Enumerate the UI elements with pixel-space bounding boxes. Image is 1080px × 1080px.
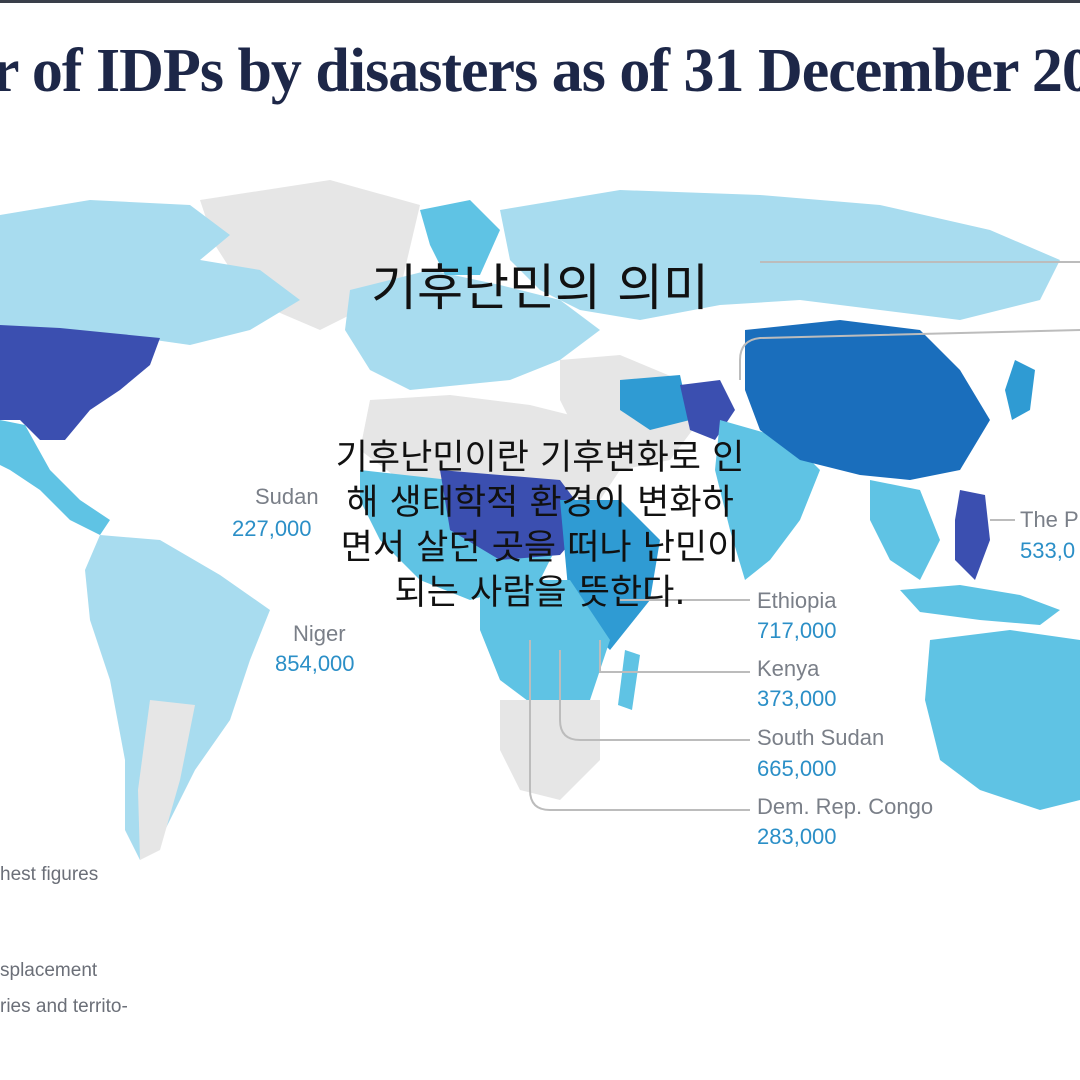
russia-shape: [500, 190, 1060, 320]
iran-shape: [620, 375, 690, 430]
legend-line-1: hest figures: [0, 864, 99, 885]
mexico-shape: [0, 420, 110, 535]
overlay-body: 기후난민이란 기후변화로 인 해 생태학적 환경이 변화하 면서 살던 곳을 떠…: [250, 436, 830, 616]
leader-lines: [529, 261, 1080, 811]
china-shape: [745, 320, 990, 480]
scandinavia-shape: [420, 200, 500, 275]
south-america-shape: [85, 535, 270, 860]
canada-shape: [0, 200, 300, 345]
europe-shape: [345, 270, 600, 390]
callout-ethiopia-name: Ethiopia: [757, 588, 837, 613]
overlay-body-line: 면서 살던 곳을 떠나 난민이: [340, 528, 740, 568]
callout-south-sudan-value: 665,000: [757, 756, 837, 781]
callout-kenya-value: 373,000: [757, 686, 837, 711]
callout-philippines-value: 533,0: [1020, 538, 1076, 563]
callout-philippines-name: The P: [1020, 507, 1079, 532]
overlay-body-line: 되는 사람을 뜻한다.: [394, 573, 686, 613]
japan-shape: [1005, 360, 1035, 420]
callout-drc-value: 283,000: [757, 824, 837, 849]
philippines-shape: [955, 490, 990, 580]
africa-north-shape: [360, 395, 620, 500]
callout-south-sudan-name: South Sudan: [757, 725, 885, 750]
madagascar-shape: [618, 650, 640, 710]
legend-line-2: splacement: [0, 960, 98, 981]
overlay-body-line: 기후난민이란 기후변화로 인: [335, 438, 745, 478]
se-asia-shape: [870, 480, 940, 580]
callout-kenya-name: Kenya: [757, 656, 820, 681]
callout-ethiopia-value: 717,000: [757, 618, 837, 643]
callout-niger-name: Niger: [293, 621, 346, 646]
callout-drc-name: Dem. Rep. Congo: [757, 794, 934, 819]
map-title: r of IDPs by disasters as of 31 December…: [0, 37, 1080, 105]
india-shape: [715, 420, 820, 580]
usa-shape: [0, 325, 160, 440]
argentina-shape: [138, 700, 195, 860]
top-border: [0, 0, 1080, 3]
overlay-title: 기후난민의 의미: [371, 259, 709, 317]
africa-south-shape: [500, 700, 600, 800]
australia-shape: [925, 630, 1080, 810]
legend-line-3: ries and territo-: [0, 996, 128, 1017]
callout-sudan-value: 227,000: [232, 516, 312, 541]
indonesia-shape: [900, 585, 1060, 625]
callout-niger-value: 854,000: [275, 651, 355, 676]
overlay-body-line: 해 생태학적 환경이 변화하: [346, 483, 734, 523]
africa-central-shape: [480, 580, 610, 710]
sahel-shape: [440, 470, 590, 560]
callout-sudan-name: Sudan: [255, 484, 319, 509]
